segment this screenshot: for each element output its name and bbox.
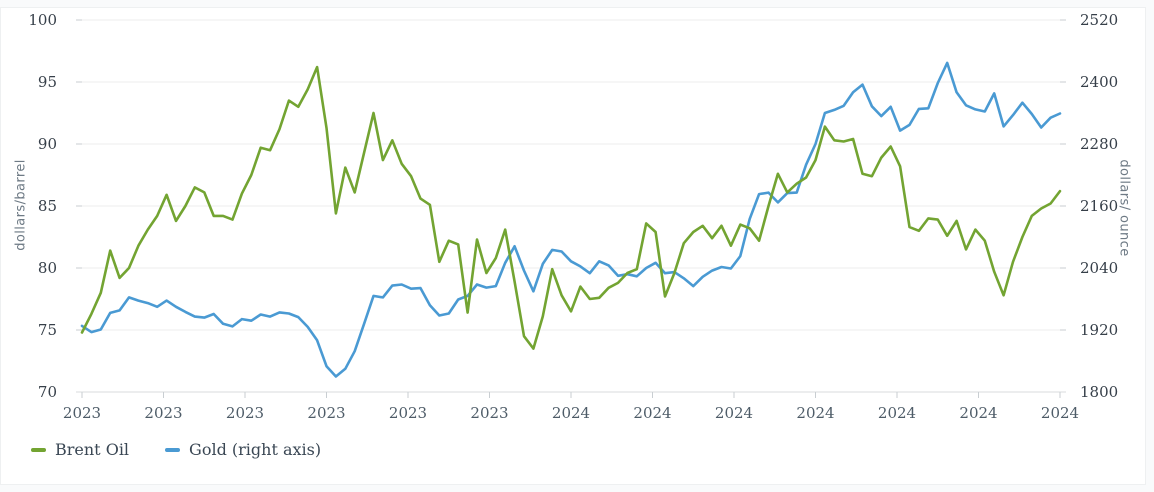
- x-axis-tick-label: 2024: [1041, 404, 1079, 422]
- x-axis-tick-label: 2024: [715, 404, 753, 422]
- x-axis-tick-label: 2024: [878, 404, 916, 422]
- right-axis-tick-label: 1800: [1080, 383, 1118, 401]
- left-axis-tick-label: 80: [38, 259, 57, 277]
- gold-legend-label: Gold (right axis): [189, 440, 322, 459]
- brent-oil-legend-label: Brent Oil: [55, 440, 130, 459]
- x-axis-tick-label: 2024: [633, 404, 671, 422]
- brent-oil-line-swatch: [31, 447, 46, 452]
- left-axis-tick-label: 95: [38, 73, 57, 91]
- left-axis-tick-label: 85: [38, 197, 57, 215]
- right-axis-title: dollars/ ounce: [1116, 159, 1132, 257]
- x-axis-tick-label: 2023: [470, 404, 508, 422]
- right-axis-tick-label: 1920: [1080, 321, 1118, 339]
- right-axis-tick-label: 2520: [1080, 11, 1118, 29]
- legend-item-brent-oil: Brent Oil: [31, 440, 129, 459]
- x-axis-tick-label: 2023: [144, 404, 182, 422]
- left-axis-title: dollars/barrel: [13, 159, 29, 251]
- x-axis-tick-label: 2023: [389, 404, 427, 422]
- left-axis-tick-label: 75: [38, 321, 57, 339]
- left-axis-tick-label: 100: [28, 11, 57, 29]
- x-axis-tick-label: 2024: [796, 404, 834, 422]
- legend-item-gold: Gold (right axis): [165, 440, 321, 459]
- x-axis-tick-label: 2024: [959, 404, 997, 422]
- brent-oil-line: [80, 65, 1062, 350]
- left-axis-tick-label: 90: [38, 135, 57, 153]
- left-axis-tick-label: 70: [38, 383, 57, 401]
- x-axis-tick-label: 2023: [307, 404, 345, 422]
- gold-line: [80, 61, 1062, 378]
- x-axis-tick-label: 2024: [552, 404, 590, 422]
- right-axis-tick-label: 2160: [1080, 197, 1118, 215]
- x-axis-tick-label: 2023: [63, 404, 101, 422]
- right-axis-tick-label: 2280: [1080, 135, 1118, 153]
- x-axis-tick-label: 2023: [226, 404, 264, 422]
- legend: Brent Oil Gold (right axis): [31, 440, 321, 459]
- right-axis-tick-label: 2400: [1080, 73, 1118, 91]
- right-axis-tick-label: 2040: [1080, 259, 1118, 277]
- gold-line-swatch: [165, 447, 181, 452]
